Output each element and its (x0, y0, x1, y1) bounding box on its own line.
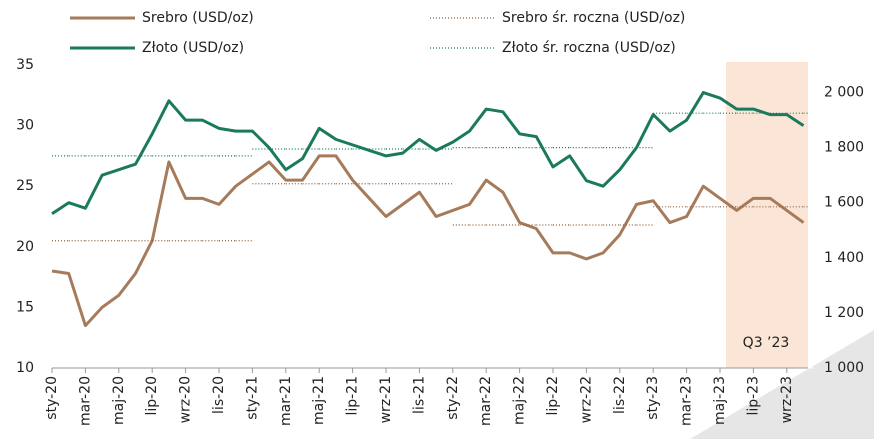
x-tick-label: maj-20 (111, 376, 127, 425)
legend-label: Złoto (USD/oz) (142, 40, 244, 56)
y-tick-label: 35 (16, 57, 34, 73)
series-line (51, 154, 805, 328)
x-tick-label: mar-21 (278, 376, 294, 426)
x-tick-label: wrz-23 (779, 376, 795, 423)
x-tick-label: lis-20 (211, 376, 227, 414)
x-tick-label: lis-21 (411, 376, 427, 414)
y2-tick-label: 1 000 (824, 360, 864, 376)
y-tick-label: 20 (16, 239, 34, 255)
corner-decoration (690, 330, 874, 439)
y-tick-label: 30 (16, 118, 34, 134)
x-tick-label: sty-20 (44, 376, 60, 420)
x-tick-label: wrz-20 (178, 376, 194, 423)
y2-tick-label: 1 800 (824, 140, 864, 156)
x-tick-label: lip-23 (745, 376, 761, 416)
x-tick-label: mar-23 (679, 376, 695, 426)
x-tick-label: wrz-22 (578, 376, 594, 423)
x-tick-label: mar-22 (478, 376, 494, 426)
x-tick-label: mar-20 (77, 376, 93, 426)
legend-label: Srebro śr. roczna (USD/oz) (502, 10, 685, 26)
x-tick-label: lip-20 (144, 376, 160, 416)
x-tick-label: lis-22 (612, 376, 628, 414)
x-tick-label: lip-21 (345, 376, 361, 416)
x-tick-label: lip-22 (545, 376, 561, 416)
y-tick-label: 10 (16, 360, 34, 376)
annotation: Q3 ’23 (743, 335, 790, 351)
x-tick-label: maj-21 (311, 376, 327, 425)
y-tick-label: 15 (16, 299, 34, 315)
legend-label: Srebro (USD/oz) (142, 10, 254, 26)
x-tick-label: maj-23 (712, 376, 728, 425)
series-line (51, 91, 805, 215)
legend-label: Złoto śr. roczna (USD/oz) (502, 40, 676, 56)
x-tick-label: sty-21 (244, 376, 260, 420)
y2-tick-label: 1 200 (824, 305, 864, 321)
x-tick-label: sty-23 (645, 376, 661, 420)
y2-tick-label: 2 000 (824, 85, 864, 101)
y-tick-label: 25 (16, 178, 34, 194)
x-tick-label: maj-22 (512, 376, 528, 425)
y2-tick-label: 1 600 (824, 195, 864, 211)
x-tick-label: wrz-21 (378, 376, 394, 423)
y2-tick-label: 1 400 (824, 250, 864, 266)
x-tick-label: sty-22 (445, 376, 461, 420)
